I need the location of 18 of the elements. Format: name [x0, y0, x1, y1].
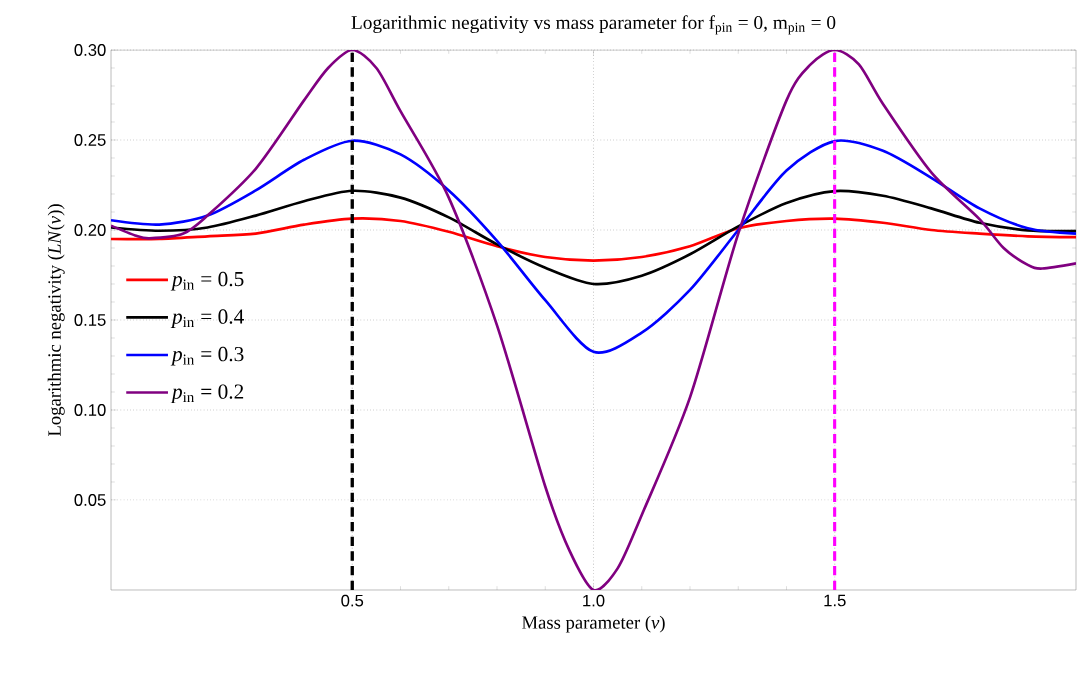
- x-tick-label: 1.0: [583, 594, 605, 607]
- x-tick-label: 1.5: [824, 594, 846, 607]
- legend-label: p$_{in}$ = 0.2: [170, 384, 244, 404]
- x-axis-title: Mass parameter (ν): [522, 615, 665, 633]
- line-series: [111, 217, 1077, 262]
- y-tick-label: 0.30: [74, 44, 106, 56]
- y-tick-label: 0.25: [74, 134, 106, 146]
- legend-label: p$_{in}$ = 0.3: [170, 346, 244, 366]
- y-tick-label: 0.20: [74, 224, 106, 236]
- y-tick-label: 0.05: [74, 494, 106, 506]
- legend-label: p$_{in}$ = 0.4: [170, 309, 244, 329]
- y-tick-label: 0.15: [74, 314, 106, 326]
- chart-title: Logarithmic negativity vs mass parameter for f$_{pin}$ = 0, m$_{pin}$ = 0: [351, 15, 836, 35]
- x-tick-label: 0.5: [341, 594, 364, 607]
- legend-label: p$_{in}$ = 0.5: [170, 271, 244, 291]
- y-axis-title: Logarithmic negativity (LN(ν)): [47, 204, 65, 436]
- y-tick-label: 0.10: [74, 404, 106, 416]
- line-series: [111, 50, 1077, 590]
